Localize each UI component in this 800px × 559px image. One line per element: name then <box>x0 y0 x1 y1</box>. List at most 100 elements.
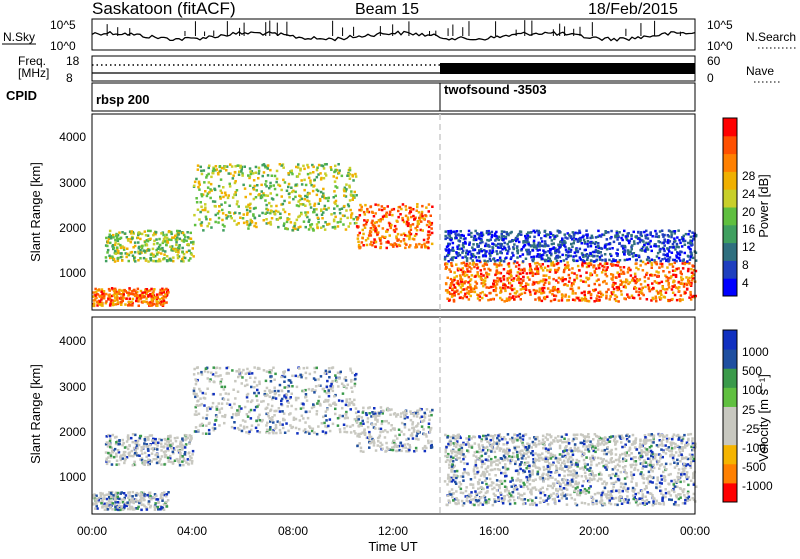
scatter-cell <box>188 442 191 445</box>
scatter-cell <box>676 256 679 259</box>
scatter-cell <box>409 244 412 247</box>
scatter-cell <box>305 372 308 375</box>
scatter-cell <box>277 226 280 229</box>
scatter-cell <box>552 287 555 290</box>
scatter-cell <box>527 488 530 491</box>
scatter-cell <box>94 507 97 510</box>
scatter-cell <box>672 243 675 246</box>
scatter-cell <box>120 297 123 300</box>
scatter-cell <box>298 173 301 176</box>
scatter-cell <box>500 472 503 475</box>
scatter-cell <box>446 289 449 292</box>
scatter-cell <box>269 375 272 378</box>
scatter-cell <box>106 245 109 248</box>
scatter-cell <box>339 431 342 434</box>
scatter-cell <box>370 227 373 230</box>
scatter-cell <box>255 172 258 175</box>
scatter-cell <box>144 291 147 294</box>
scatter-cell <box>591 236 594 239</box>
scatter-cell <box>651 267 654 270</box>
scatter-cell <box>163 451 166 454</box>
scatter-cell <box>658 236 661 239</box>
scatter-cell <box>315 208 318 211</box>
scatter-cell <box>326 386 329 389</box>
scatter-cell <box>427 442 430 445</box>
scatter-cell <box>149 238 152 241</box>
scatter-cell <box>641 287 644 290</box>
scatter-cell <box>324 415 327 418</box>
scatter-cell <box>373 444 376 447</box>
scatter-cell <box>666 247 669 250</box>
scatter-cell <box>279 424 282 427</box>
scatter-cell <box>221 378 224 381</box>
scatter-cell <box>610 295 613 298</box>
scatter-cell <box>608 259 611 262</box>
scatter-cell <box>348 403 351 406</box>
scatter-cell <box>138 455 141 458</box>
scatter-cell <box>280 403 283 406</box>
scatter-cell <box>558 267 561 270</box>
scatter-cell <box>359 204 362 207</box>
scatter-cell <box>472 486 475 489</box>
scatter-cell <box>272 396 275 399</box>
scatter-cell <box>430 227 433 230</box>
power-cbar-16: 16 <box>742 222 756 236</box>
scatter-cell <box>313 431 316 434</box>
scatter-cell <box>295 166 298 169</box>
scatter-cell <box>669 240 672 243</box>
scatter-cell <box>317 378 320 381</box>
scatter-cell <box>251 424 254 427</box>
scatter-cell <box>349 222 352 225</box>
scatter-cell <box>457 282 460 285</box>
scatter-cell <box>387 448 390 451</box>
scatter-cell <box>294 222 297 225</box>
scatter-cell <box>630 471 633 474</box>
scatter-cell <box>117 496 120 499</box>
scatter-cell <box>587 256 590 259</box>
scatter-cell <box>329 430 332 433</box>
scatter-cell <box>585 230 588 233</box>
scatter-cell <box>283 200 286 203</box>
scatter-cell <box>426 241 429 244</box>
scatter-cell <box>367 421 370 424</box>
scatter-cell <box>312 190 315 193</box>
scatter-cell <box>653 259 656 262</box>
scatter-cell <box>415 425 418 428</box>
scatter-cell <box>667 255 670 258</box>
scatter-cell <box>682 238 685 241</box>
scatter-cell <box>218 185 221 188</box>
scatter-cell <box>354 432 357 435</box>
scatter-cell <box>270 380 273 383</box>
scatter-cell <box>635 267 638 270</box>
scatter-cell <box>357 237 360 240</box>
scatter-cell <box>117 501 120 504</box>
scatter-cell <box>288 379 291 382</box>
scatter-cell <box>163 463 166 466</box>
scatter-cell <box>547 233 550 236</box>
scatter-cell <box>138 246 141 249</box>
scatter-cell <box>199 183 202 186</box>
scatter-cell <box>425 435 428 438</box>
scatter-cell <box>316 402 319 405</box>
scatter-cell <box>519 272 522 275</box>
scatter-cell <box>684 292 687 295</box>
scatter-cell <box>260 184 263 187</box>
scatter-cell <box>555 256 558 259</box>
scatter-cell <box>197 372 200 375</box>
scatter-cell <box>633 240 636 243</box>
scatter-cell <box>404 426 407 429</box>
scatter-cell <box>284 376 287 379</box>
scatter-cell <box>580 279 583 282</box>
scatter-cell <box>246 209 249 212</box>
scatter-cell <box>118 505 121 508</box>
scatter-cell <box>585 477 588 480</box>
scatter-cell <box>484 245 487 248</box>
scatter-cell <box>610 273 613 276</box>
scatter-cell <box>430 446 433 449</box>
scatter-cell <box>691 272 694 275</box>
scatter-cell <box>567 267 570 270</box>
scatter-cell <box>137 288 140 291</box>
scatter-cell <box>295 397 298 400</box>
scatter-cell <box>295 408 298 411</box>
scatter-cell <box>503 278 506 281</box>
